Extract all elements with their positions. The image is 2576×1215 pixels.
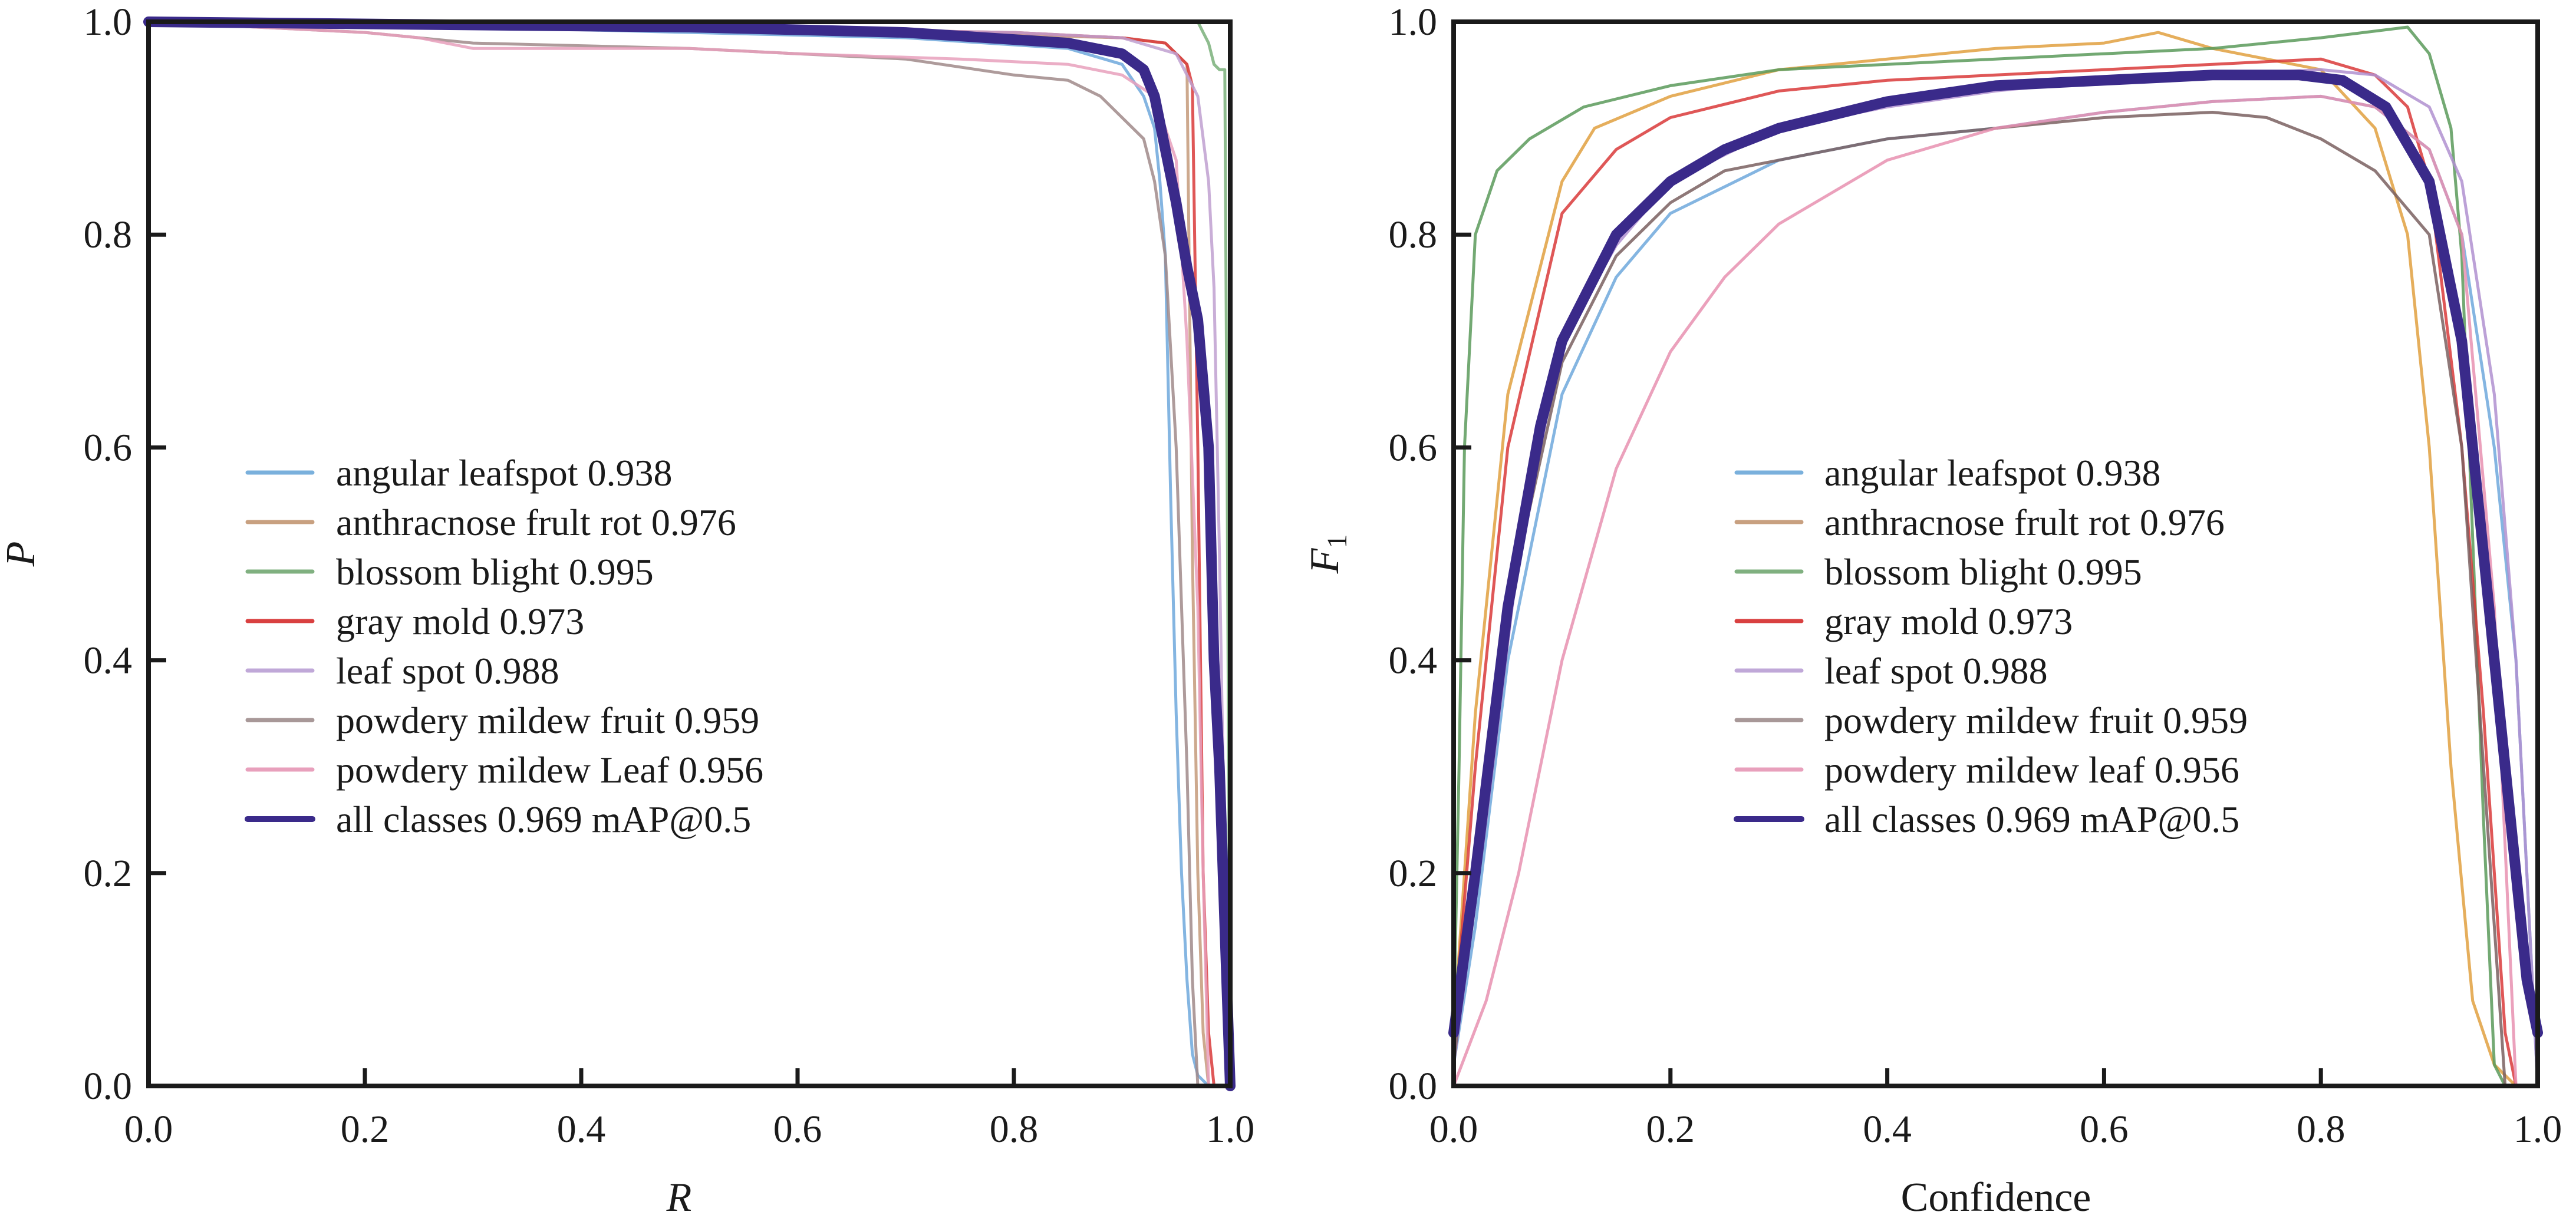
pr-y-tick-label: 1.0 xyxy=(84,1,133,44)
pr-ticks: 0.0 0.2 0.4 0.6 0.8 1.0 0.0 0.2 0.4 0.6 0.8 1.0 xyxy=(84,1,1255,1151)
f1-axes-frame xyxy=(1451,19,2540,1088)
pr-legend-label: blossom blight 0.995 xyxy=(336,551,654,593)
f1-series-line-all-classes xyxy=(1448,70,2543,1038)
f1-legend-label: angular leafspot 0.938 xyxy=(1824,452,2161,494)
pr-y-tick-label: 0.4 xyxy=(84,639,133,682)
pr-axes-frame xyxy=(146,19,1233,1088)
pr-x-axis-label: R xyxy=(666,1175,692,1215)
f1-ticks: 0.0 0.2 0.4 0.6 0.8 1.0 0.0 0.2 0.4 0.6 0.8 1.0 xyxy=(1389,1,2562,1151)
f1-x-tick-label: 0.6 xyxy=(2080,1108,2129,1151)
pr-x-tick-label: 0.4 xyxy=(557,1108,606,1151)
pr-series-line-3 xyxy=(147,20,1215,1088)
f1-plot-frame xyxy=(1451,19,2540,1088)
f1-series-line-2 xyxy=(1452,25,2507,1088)
f1-legend-label: powdery mildew fruit 0.959 xyxy=(1824,699,2248,741)
pr-legend-label: anthracnose frult rot 0.976 xyxy=(336,501,736,543)
f1-curve-panel: 0.0 0.2 0.4 0.6 0.8 1.0 0.0 0.2 0.4 0.6 0.8 1.0 Con… xyxy=(1302,1,2562,1215)
pr-legend-label: leaf spot 0.988 xyxy=(336,650,559,692)
pr-series-line-all-classes xyxy=(143,16,1236,1091)
f1-legend-label: blossom blight 0.995 xyxy=(1824,551,2142,593)
pr-legend-label: powdery mildew fruit 0.959 xyxy=(336,699,759,741)
pr-series-line-0 xyxy=(147,20,1210,1088)
f1-legend-label: all classes 0.969 mAP@0.5 xyxy=(1824,798,2239,840)
pr-legend-label: powdery mildew Leaf 0.956 xyxy=(336,749,763,791)
pr-series-line-5 xyxy=(147,20,1200,1088)
f1-series-line-5 xyxy=(1452,111,2507,1088)
f1-series-line-1 xyxy=(1452,31,2518,1088)
f1-y-axis-label: F1 xyxy=(1302,534,1353,575)
pr-legend-label: all classes 0.969 mAP@0.5 xyxy=(336,798,751,840)
pr-legend: angular leafspot 0.938 anthracnose frult … xyxy=(245,452,763,840)
pr-x-tick-label: 0.0 xyxy=(124,1108,173,1151)
pr-series-line-6 xyxy=(147,20,1210,1088)
pr-legend-label: angular leafspot 0.938 xyxy=(336,452,673,494)
f1-y-tick-label: 0.0 xyxy=(1389,1065,1438,1108)
f1-y-tick-label: 0.2 xyxy=(1389,852,1438,895)
pr-y-tick-label: 0.2 xyxy=(84,852,133,895)
pr-x-tick-label: 1.0 xyxy=(1206,1108,1255,1151)
pr-x-tick-label: 0.2 xyxy=(341,1108,390,1151)
f1-y-axis-label-f: F1 xyxy=(1302,534,1353,575)
f1-x-tick-label: 0.2 xyxy=(1646,1108,1695,1151)
f1-legend-label: gray mold 0.973 xyxy=(1824,600,2073,642)
f1-series-line-6 xyxy=(1452,94,2518,1088)
pr-series-line-4 xyxy=(147,20,1232,1088)
pr-y-axis-label: P xyxy=(0,542,44,567)
f1-x-tick-label: 0.4 xyxy=(1863,1108,1912,1151)
f1-x-tick-label: 0.0 xyxy=(1429,1108,1478,1151)
pr-x-tick-label: 0.8 xyxy=(990,1108,1039,1151)
f1-x-tick-label: 1.0 xyxy=(2514,1108,2562,1151)
f1-series-layer xyxy=(1448,25,2543,1088)
pr-y-tick-label: 0.0 xyxy=(84,1065,133,1108)
pr-y-tick-label: 0.8 xyxy=(84,213,133,256)
f1-legend: angular leafspot 0.938 anthracnose frult … xyxy=(1734,452,2248,840)
pr-series-layer xyxy=(143,16,1236,1091)
f1-x-tick-label: 0.8 xyxy=(2297,1108,2346,1151)
f1-legend-label: leaf spot 0.988 xyxy=(1824,650,2048,692)
f1-legend-label: anthracnose frult rot 0.976 xyxy=(1824,501,2225,543)
pr-legend-label: gray mold 0.973 xyxy=(336,600,584,642)
f1-x-axis-label: Confidence xyxy=(1901,1175,2091,1215)
pr-series-line-2 xyxy=(147,20,1232,1088)
f1-y-tick-label: 1.0 xyxy=(1389,1,1438,44)
f1-y-tick-label: 0.8 xyxy=(1389,213,1438,256)
pr-x-tick-label: 0.6 xyxy=(773,1108,822,1151)
f1-y-tick-label: 0.6 xyxy=(1389,426,1438,469)
f1-legend-label: powdery mildew leaf 0.956 xyxy=(1824,749,2239,791)
f1-y-tick-label: 0.4 xyxy=(1389,639,1438,682)
pr-series-line-1 xyxy=(147,20,1210,1088)
pr-y-tick-label: 0.6 xyxy=(84,426,133,469)
pr-plot-frame xyxy=(146,19,1233,1088)
pr-curve-panel: 0.0 0.2 0.4 0.6 0.8 1.0 0.0 0.2 0.4 0.6 0.8 1.0 R P… xyxy=(0,1,1254,1215)
